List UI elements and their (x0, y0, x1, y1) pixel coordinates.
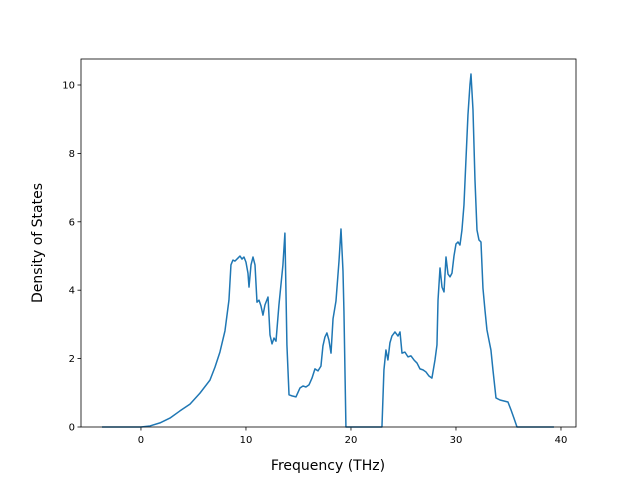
axes-frame (80, 58, 577, 428)
dos-line (102, 73, 554, 428)
x-tick-label: 0 (138, 435, 144, 446)
y-tick-label: 4 (69, 286, 75, 297)
y-tick-label: 0 (69, 423, 75, 434)
x-tick-label: 40 (555, 435, 568, 446)
x-tick-label: 10 (240, 435, 253, 446)
y-axis-label: Density of States (30, 183, 46, 303)
x-tick-label: 20 (345, 435, 358, 446)
x-tick-label: 30 (450, 435, 463, 446)
y-tick-label: 10 (62, 80, 75, 91)
y-tick-label: 2 (69, 354, 75, 365)
y-tick-label: 8 (69, 149, 75, 160)
x-axis-label: Frequency (THz) (271, 458, 385, 474)
y-tick-label: 6 (69, 217, 75, 228)
